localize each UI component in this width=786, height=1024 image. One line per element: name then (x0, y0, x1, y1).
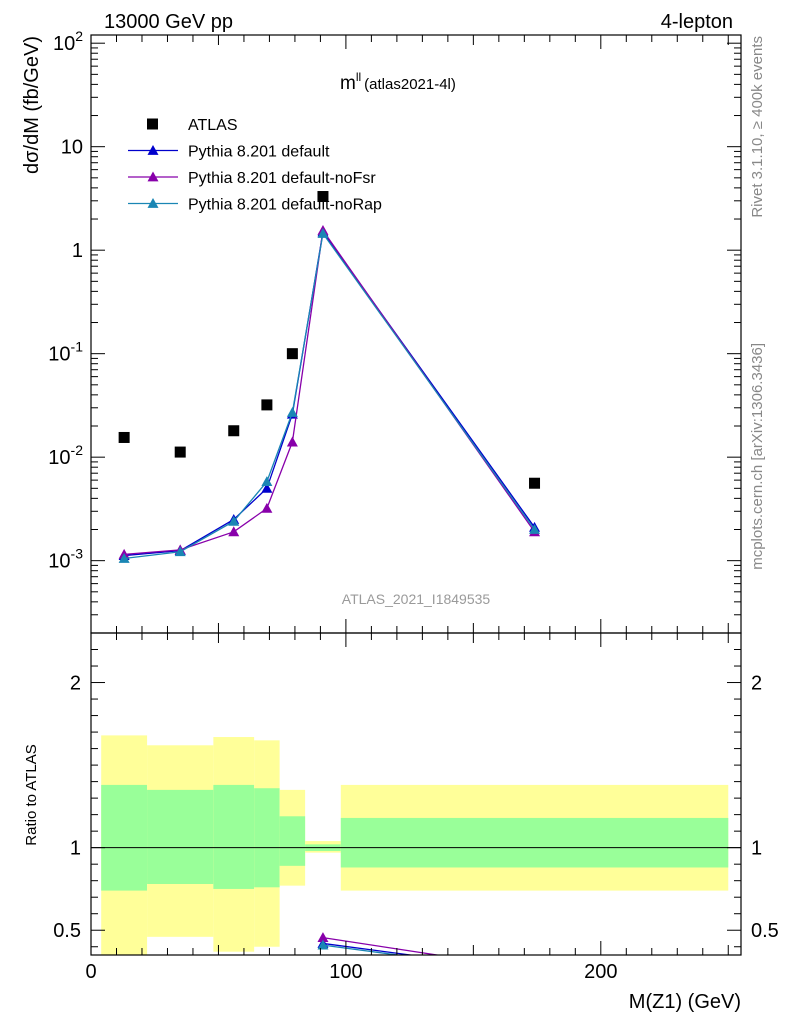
ratio-tick-label-right: 0.5 (751, 920, 779, 942)
x-tick-label: 200 (584, 961, 617, 983)
series-point-noRap (261, 476, 273, 487)
ratio-band-inner (254, 788, 280, 888)
ratio-point-default (529, 966, 540, 976)
y-tick-base: 10 (61, 137, 83, 159)
y-tick-exp: -3 (71, 546, 84, 562)
plot-title-sup: ll (356, 70, 361, 84)
ratio-line-noRap (322, 944, 403, 955)
legend-label: Pythia 8.201 default-noFsr (188, 170, 376, 187)
ratio-frame (90, 632, 742, 956)
ratio-tick-label: 2 (70, 673, 81, 695)
process-label: 4-lepton (661, 11, 733, 33)
y-tick-exp: -2 (71, 442, 84, 458)
mcplots-site-text: mcplots.cern.ch [arXiv:1306.3436] (749, 343, 766, 570)
legend-marker-noFsr (147, 171, 159, 182)
ratio-band-inner (213, 784, 255, 889)
series-point-noFsr (228, 526, 240, 537)
series-line-noFsr (124, 228, 536, 556)
series-point-noRap (317, 227, 329, 238)
y-tick-base: 10 (48, 551, 70, 573)
ratio-point-noRap (529, 968, 540, 978)
series-point-default (261, 482, 273, 493)
y-tick-label: 1 (72, 240, 83, 262)
x-tick-label: 100 (329, 961, 362, 983)
y-tick-label: 10 (61, 137, 83, 159)
y-tick-label: 10-2 (48, 442, 83, 469)
y-axis-label-ratio: Ratio to ATLAS (23, 744, 40, 845)
x-axis-label: M(Z1) (GeV) (629, 991, 741, 1013)
plot-title-main: m (340, 73, 356, 94)
ratio-tick-label-right: 2 (751, 673, 762, 695)
series-point-noRap (118, 552, 130, 563)
ratio-band-inner (101, 784, 148, 891)
series-point-noRap (286, 407, 298, 417)
data-point-atlas (174, 446, 186, 458)
y-tick-base: 10 (48, 447, 70, 469)
legend-marker-atlas (147, 118, 158, 130)
ratio-tick-label: 0.5 (53, 920, 81, 942)
series-point-noRap (228, 515, 240, 526)
x-tick-label: 0 (85, 961, 96, 983)
ratio-point-noFsr (317, 932, 329, 943)
series-line-default (124, 230, 536, 557)
ratio-series (317, 932, 540, 978)
ratio-bands (101, 735, 729, 955)
series-point-noRap (174, 546, 186, 557)
energy-label: 13000 GeV pp (104, 11, 233, 33)
data-point-atlas (317, 191, 329, 203)
data-point-atlas (228, 425, 240, 437)
series-point-noFsr (286, 436, 298, 447)
ratio-point-noRap (317, 939, 329, 950)
ratio-line-noFsr (322, 937, 442, 955)
analysis-watermark: ATLAS_2021_I1849535 (342, 591, 491, 607)
y-tick-base: 10 (53, 33, 75, 55)
y-tick-exp: -1 (71, 339, 84, 355)
data-point-atlas (286, 348, 298, 360)
legend-marker-noRap (147, 198, 159, 208)
rivet-version-text: Rivet 3.1.10, ≥ 400k events (749, 36, 766, 218)
data-point-atlas (529, 477, 541, 489)
main-series (118, 191, 541, 563)
ratio-tick-label-right: 1 (751, 838, 762, 860)
series-line-noRap (124, 231, 536, 560)
series-point-noFsr (261, 502, 273, 513)
legend-label: ATLAS (188, 117, 238, 134)
series-point-noRap (529, 524, 541, 534)
y-tick-label: 10-3 (48, 546, 83, 573)
ratio-band-inner (147, 789, 214, 884)
ratio-point-noFsr (529, 964, 540, 974)
y-tick-base: 10 (48, 344, 70, 366)
ratio-band-inner (340, 817, 729, 868)
data-point-atlas (118, 431, 130, 443)
ratio-line-default (322, 942, 416, 955)
plot-title-sub: (atlas2021-4l) (364, 76, 456, 93)
ratio-band-inner (279, 816, 306, 866)
legend-marker-default (147, 145, 159, 155)
plot-title: mll (atlas2021-4l) (340, 70, 456, 94)
legend-label: Pythia 8.201 default (188, 144, 330, 161)
y-tick-label: 102 (53, 28, 83, 55)
data-point-atlas (261, 399, 273, 411)
y-tick-base: 1 (72, 240, 83, 262)
y-tick-label: 10-1 (48, 339, 83, 366)
ratio-tick-label: 1 (70, 838, 81, 860)
legend-label: Pythia 8.201 default-noRap (188, 197, 382, 214)
y-axis-label-main: dσ/dM (fb/GeV) (21, 36, 43, 174)
y-tick-exp: 2 (75, 28, 83, 44)
legend: ATLAS Pythia 8.201 default Pythia 8.201 de… (128, 117, 382, 214)
